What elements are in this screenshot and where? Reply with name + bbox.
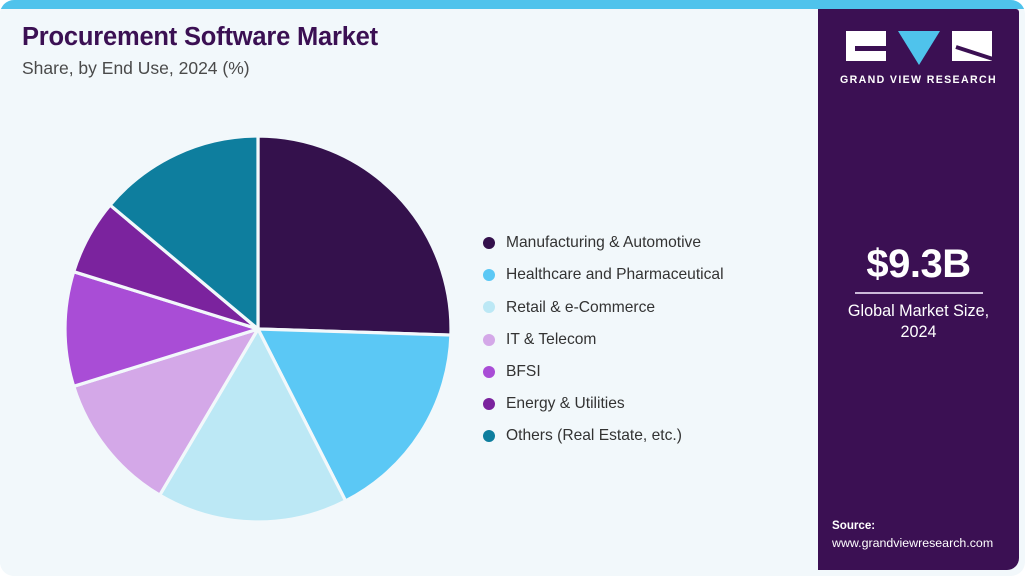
legend-item[interactable]: Others (Real Estate, etc.) (483, 420, 803, 452)
pie-chart-svg (63, 134, 453, 524)
pie-slice[interactable] (63, 270, 260, 388)
pie-slice[interactable] (72, 327, 260, 497)
top-accent-bar (0, 0, 1025, 9)
legend-label: Retail & e-Commerce (506, 298, 656, 316)
market-size-stat: $9.3B Global Market Size, 2024 (818, 243, 1019, 344)
legend-item[interactable]: Healthcare and Pharmaceutical (483, 259, 803, 291)
chart-legend: Manufacturing & Automotive Healthcare and… (483, 227, 803, 452)
stat-caption: Global Market Size, 2024 (847, 301, 990, 342)
legend-label: Others (Real Estate, etc.) (506, 427, 682, 445)
legend-color-swatch-icon (483, 333, 495, 346)
legend-item[interactable]: Retail & e-Commerce (483, 291, 803, 323)
brand-sidebar: GRAND VIEW RESEARCH $9.3B Global Market … (818, 9, 1019, 570)
pie-chart (63, 134, 453, 524)
pie-slice[interactable] (158, 327, 348, 524)
page-subtitle: Share, by End Use, 2024 (%) (22, 58, 250, 79)
source-label: Source: (832, 519, 876, 533)
logo-v-triangle-icon (897, 31, 940, 65)
brand-name: GRAND VIEW RESEARCH (840, 74, 997, 86)
pie-slice[interactable] (256, 134, 453, 337)
stat-value: $9.3B (866, 242, 971, 286)
legend-color-swatch-icon (483, 237, 495, 250)
legend-label: Manufacturing & Automotive (506, 234, 702, 252)
title-block: Procurement Software Market Share, by En… (22, 23, 722, 79)
stat-divider (854, 292, 983, 294)
brand-logo: GRAND VIEW RESEARCH (818, 31, 1019, 86)
legend-item[interactable]: Energy & Utilities (483, 388, 803, 420)
legend-item[interactable]: IT & Telecom (483, 324, 803, 356)
pie-slice[interactable] (256, 327, 453, 503)
legend-color-swatch-icon (483, 301, 495, 314)
legend-label: BFSI (506, 363, 541, 381)
legend-color-swatch-icon (483, 430, 495, 443)
pie-slice-group (63, 134, 453, 524)
legend-label: Energy & Utilities (506, 395, 625, 413)
source-block: Source: www.grandviewresearch.com (832, 518, 1018, 552)
logo-marks (845, 31, 992, 65)
main-content-area: Procurement Software Market Share, by En… (0, 9, 818, 576)
source-url: www.grandviewresearch.com (832, 536, 994, 551)
page-title: Procurement Software Market (22, 23, 378, 51)
legend-label: Healthcare and Pharmaceutical (506, 266, 724, 284)
logo-r-icon (951, 31, 992, 61)
legend-label: IT & Telecom (506, 330, 597, 348)
legend-item[interactable]: Manufacturing & Automotive (483, 227, 803, 259)
logo-g-icon (845, 31, 886, 61)
pie-slice[interactable] (108, 134, 260, 331)
legend-color-swatch-icon (483, 398, 495, 411)
legend-color-swatch-icon (483, 269, 495, 282)
legend-item[interactable]: BFSI (483, 356, 803, 388)
legend-color-swatch-icon (483, 365, 495, 378)
